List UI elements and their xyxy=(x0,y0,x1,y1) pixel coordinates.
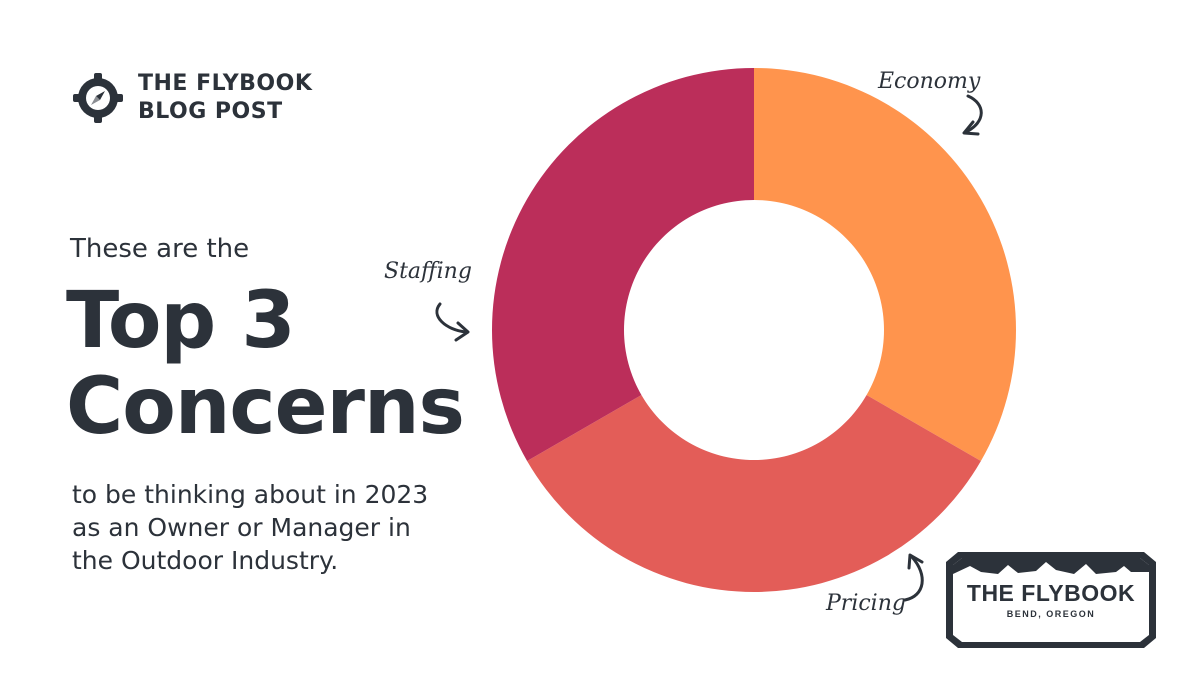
label-economy: Economy xyxy=(877,69,981,94)
flybook-badge: THE FLYBOOK BEND, OREGON xyxy=(946,552,1156,648)
arrow-economy-head xyxy=(962,120,980,136)
compass-icon xyxy=(73,73,123,123)
badge-shape xyxy=(946,552,1156,648)
slice-economy xyxy=(754,68,1016,461)
arrow-staffing-head xyxy=(454,321,470,342)
intro-text: These are the xyxy=(70,234,250,264)
brand: THE FLYBOOK BLOG POST xyxy=(72,70,312,126)
badge-subtitle: BEND, OREGON xyxy=(1006,609,1096,619)
slice-pricing xyxy=(527,395,981,593)
badge-title: THE FLYBOOK xyxy=(966,580,1136,606)
slice-staffing xyxy=(492,68,754,461)
headline: Top 3 Concerns xyxy=(66,276,465,452)
headline-line-2: Concerns xyxy=(66,362,465,452)
arrow-pricing-head xyxy=(907,553,924,570)
brand-title: THE FLYBOOK BLOG POST xyxy=(138,71,313,124)
arrow-pricing xyxy=(903,555,924,602)
label-staffing: Staffing xyxy=(384,259,472,284)
arrow-staffing xyxy=(435,302,468,334)
label-pricing: Pricing xyxy=(825,591,906,616)
headline-line-1: Top 3 xyxy=(66,276,296,366)
arrow-economy xyxy=(964,94,983,134)
subtext: to be thinking about in 2023 as an Owner… xyxy=(72,480,429,575)
